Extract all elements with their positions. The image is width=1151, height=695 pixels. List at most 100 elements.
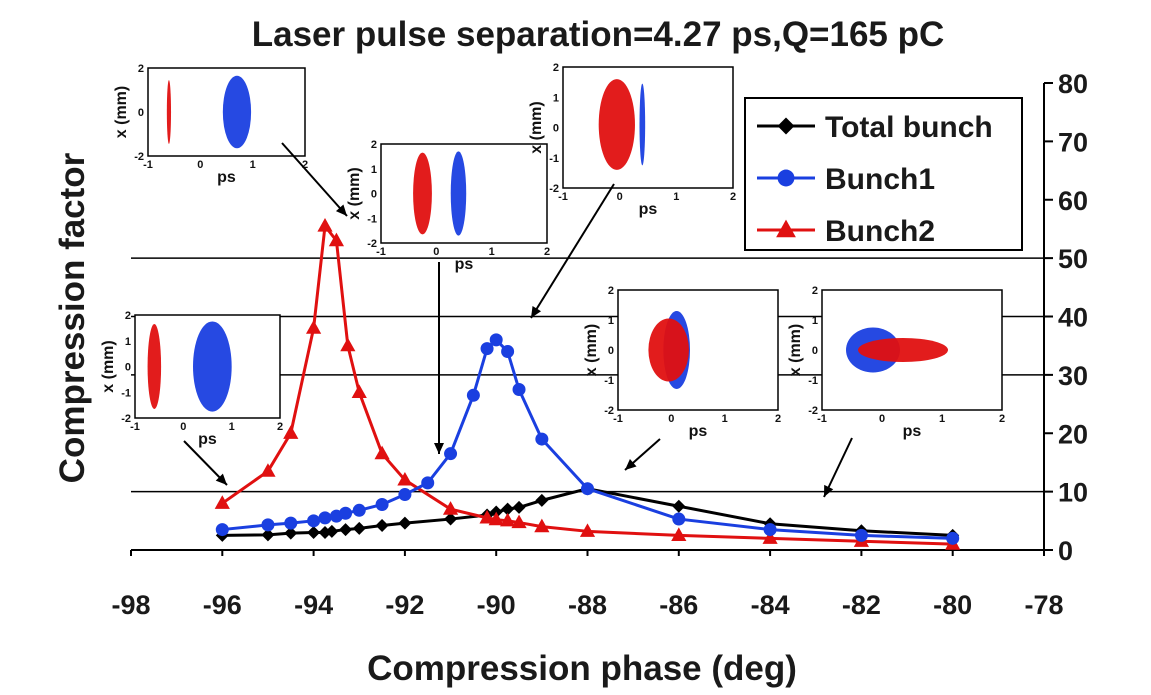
- x-tick-label: -94: [294, 590, 333, 620]
- inset-y-tick-label: 0: [608, 345, 614, 357]
- inset-y-label: x (mm): [583, 324, 600, 376]
- data-point-total-bunch: [284, 526, 298, 540]
- data-point-bunch2: [328, 232, 345, 247]
- data-point-bunch1: [339, 506, 353, 520]
- data-point-bunch1: [501, 345, 515, 359]
- y-tick-label: 60: [1058, 186, 1088, 216]
- inset-frame: [562, 66, 734, 189]
- data-point-bunch2: [442, 501, 459, 515]
- arrow-head: [824, 484, 834, 497]
- y-tick-label: 50: [1058, 244, 1088, 274]
- y-tick-label: 30: [1058, 361, 1088, 391]
- inset-x-tick-label: 1: [939, 413, 945, 425]
- inset-x-tick-label: 2: [999, 413, 1005, 425]
- data-point-bunch1: [946, 531, 960, 545]
- data-point-bunch1: [672, 512, 686, 526]
- arrow-head: [215, 473, 227, 485]
- inset-x-tick-label: 0: [617, 191, 623, 203]
- y-tick-label: 40: [1058, 303, 1088, 333]
- data-point-bunch1: [512, 382, 526, 396]
- inset-x-label: ps: [455, 256, 474, 273]
- legend-marker-bunch2: [776, 219, 796, 238]
- y-tick-label: 0: [1058, 536, 1073, 566]
- data-point-total-bunch: [672, 499, 686, 513]
- data-point-bunch2: [534, 518, 550, 533]
- inset-y-tick-label: 0: [553, 123, 559, 135]
- legend-marker-total-bunch: [777, 117, 795, 135]
- inset-y-tick-label: -2: [367, 238, 377, 250]
- data-point-bunch1: [261, 518, 275, 532]
- pointer-arrow: [530, 183, 615, 319]
- inset-y-tick-label: -2: [604, 405, 614, 417]
- inset-y-tick-label: 2: [553, 62, 559, 74]
- inset-particle-cloud: [858, 338, 948, 362]
- inset-particle-cloud: [639, 83, 646, 166]
- data-point-bunch1: [444, 447, 458, 461]
- inset-x-tick-label: -1: [613, 413, 623, 425]
- inset-particle-cloud: [222, 75, 252, 149]
- data-point-bunch2: [762, 530, 778, 544]
- data-point-bunch1: [352, 503, 366, 517]
- x-tick-label: -78: [1024, 590, 1063, 620]
- inset-x-tick-label: 1: [229, 421, 235, 433]
- y-axis-label: Compression factor: [53, 152, 92, 483]
- data-point-bunch1: [215, 523, 229, 537]
- inset-y-tick-label: 0: [138, 107, 144, 119]
- inset-x-label: ps: [217, 169, 236, 186]
- inset-x-label: ps: [903, 423, 922, 440]
- x-tick-label: -90: [477, 590, 516, 620]
- inset-y-tick-label: 2: [812, 285, 818, 297]
- inset-x-tick-label: 0: [879, 413, 885, 425]
- inset-y-tick-label: 1: [608, 315, 614, 327]
- data-point-total-bunch: [501, 502, 515, 516]
- data-point-bunch2: [671, 527, 687, 542]
- data-point-bunch1: [284, 516, 298, 530]
- arrow-head: [335, 204, 347, 216]
- data-point-bunch1: [480, 342, 494, 356]
- inset-y-label: x (mm): [100, 340, 117, 392]
- inset-x-tick-label: -1: [558, 191, 568, 203]
- inset-y-tick-label: -1: [808, 375, 818, 387]
- y-tick-label: 10: [1058, 478, 1088, 508]
- x-tick-label: -84: [751, 590, 790, 620]
- legend-label-bunch1: Bunch1: [825, 163, 935, 196]
- inset-particle-cloud: [450, 151, 467, 236]
- inset-x-tick-label: 2: [277, 421, 283, 433]
- inset-x-label: ps: [639, 201, 658, 218]
- data-point-total-bunch: [512, 500, 526, 514]
- data-point-bunch2: [500, 512, 516, 527]
- inset-y-tick-label: -2: [134, 151, 144, 163]
- data-point-bunch1: [375, 497, 389, 511]
- inset-y-tick-label: -2: [808, 405, 818, 417]
- x-tick-label: -98: [111, 590, 150, 620]
- data-point-total-bunch: [444, 512, 458, 526]
- inset-x-label: ps: [198, 431, 217, 448]
- inset-x-label: ps: [689, 423, 708, 440]
- inset-y-tick-label: 1: [125, 336, 131, 348]
- data-point-bunch2: [317, 218, 333, 232]
- inset-plot: -1 0 1 2 2 0 -2 ps x (mm): [113, 63, 308, 186]
- inset-y-tick-label: -2: [121, 413, 131, 425]
- arrow-head: [434, 443, 444, 454]
- data-point-bunch1: [581, 482, 594, 496]
- inset-particle-cloud: [648, 318, 689, 382]
- data-point-total-bunch: [339, 523, 353, 537]
- inset-y-tick-label: 0: [371, 189, 377, 201]
- inset-y-label: x (mm): [346, 167, 363, 219]
- inset-y-tick-label: 1: [371, 164, 377, 176]
- data-point-bunch1: [854, 528, 868, 542]
- data-point-total-bunch: [375, 518, 389, 532]
- inset-y-tick-label: 2: [608, 285, 614, 297]
- inset-y-label: x (mm): [787, 324, 804, 376]
- inset-x-tick-label: 2: [730, 191, 736, 203]
- data-point-bunch1: [535, 432, 549, 446]
- data-point-bunch2: [511, 514, 527, 529]
- x-tick-label: -82: [842, 590, 881, 620]
- inset-y-tick-label: 2: [125, 310, 131, 322]
- legend-label-total-bunch: Total bunch: [825, 111, 993, 144]
- data-point-total-bunch: [261, 528, 275, 542]
- data-point-total-bunch: [352, 521, 366, 535]
- inset-x-tick-label: -1: [143, 159, 153, 171]
